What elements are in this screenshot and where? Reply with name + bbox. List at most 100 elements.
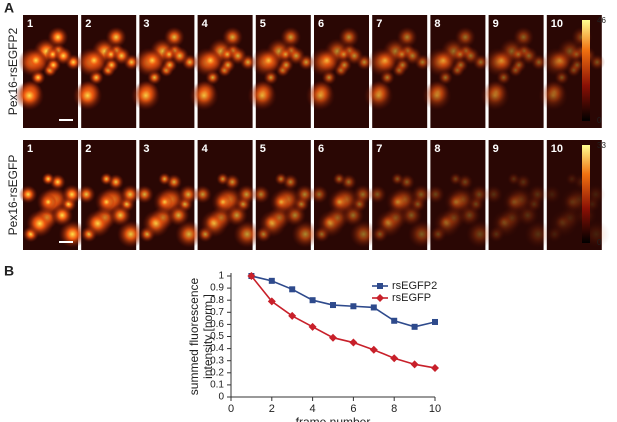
tile-signal — [330, 193, 348, 211]
tile-signal — [47, 26, 69, 48]
legend-marker — [376, 294, 384, 302]
tile-signal — [505, 193, 523, 211]
tile-signal — [178, 184, 199, 205]
tile-signal — [433, 209, 461, 238]
tile-signal — [507, 172, 521, 186]
tile-signal — [585, 184, 606, 205]
tile-signal — [225, 204, 248, 227]
legend-marker — [377, 283, 383, 289]
image-tile: 2 — [77, 140, 145, 250]
frame-number: 1 — [27, 143, 33, 155]
tile-signal — [257, 49, 280, 72]
image-tile: 6 — [309, 140, 378, 250]
image-tile: 4 — [189, 15, 257, 128]
image-tile: 9 — [480, 15, 548, 128]
image-tile: 5 — [251, 140, 320, 250]
data-point — [330, 302, 336, 309]
tile-signal — [389, 193, 406, 211]
tile-signal — [315, 49, 338, 72]
data-point — [268, 277, 275, 284]
y-axis-label: intensity [norm.] — [201, 294, 215, 379]
panel-label: B — [4, 263, 14, 279]
tile-signal — [565, 172, 579, 186]
colorbar-tick: 33 — [597, 141, 606, 150]
tile-signal — [116, 220, 145, 248]
frame-number: 10 — [551, 143, 563, 155]
frame-number: 10 — [551, 18, 563, 30]
tile-signal — [109, 204, 132, 227]
frame-number: 7 — [376, 18, 382, 30]
y-tick-label: 0.6 — [210, 319, 224, 330]
tile-signal — [163, 26, 185, 48]
data-point — [410, 360, 419, 369]
image-tile: 8 — [426, 140, 494, 250]
tile-signal — [538, 80, 568, 111]
image-tile: 9 — [484, 140, 552, 250]
panel-label: A — [4, 0, 14, 16]
tile-signal — [222, 26, 243, 48]
tile-signal — [167, 204, 190, 227]
tile-signal — [39, 193, 57, 211]
tile-signal — [352, 184, 373, 205]
tile-signal — [112, 46, 131, 65]
tile-signal — [349, 220, 378, 248]
tile-signal — [516, 204, 539, 227]
tile-signal — [527, 184, 548, 205]
image-tile: 6 — [305, 15, 373, 128]
series-line — [251, 275, 436, 328]
y-tick-label: 0.5 — [210, 331, 224, 342]
image-tile: 7 — [368, 140, 436, 250]
tile-signal — [286, 46, 306, 65]
tile-signal — [490, 49, 513, 72]
tile-signal — [24, 49, 47, 72]
y-tick-label: 0 — [218, 392, 224, 403]
frame-number: 4 — [202, 143, 209, 155]
tile-signal — [363, 80, 394, 111]
tile-signal — [548, 49, 571, 72]
frame-number: 9 — [493, 18, 499, 30]
tile-signal — [411, 184, 432, 205]
data-point — [391, 317, 398, 324]
y-tick-label: 0.8 — [210, 295, 224, 306]
tile-signal — [84, 209, 112, 238]
tile-signal — [189, 80, 219, 111]
image-tile: 3 — [135, 140, 203, 250]
data-point — [369, 345, 378, 354]
y-axis-label: summed fluorescence — [187, 277, 201, 395]
tile-signal — [374, 49, 397, 72]
tile-signal — [105, 26, 127, 48]
image-tile: 4 — [193, 140, 261, 250]
y-tick-label: 0.7 — [210, 307, 224, 318]
tile-signal — [449, 172, 462, 186]
tile-signal — [156, 193, 173, 211]
tile-signal — [131, 80, 161, 111]
x-tick-label: 4 — [310, 403, 316, 415]
tile-signal — [158, 172, 171, 186]
tile-signal — [294, 184, 315, 205]
data-point — [431, 363, 439, 372]
tile-signal — [345, 46, 364, 65]
x-tick-label: 8 — [391, 403, 397, 415]
data-point — [309, 297, 316, 304]
tile-signal — [51, 204, 74, 227]
image-tile: 2 — [72, 15, 140, 128]
tile-signal — [233, 220, 261, 248]
tile-signal — [396, 26, 418, 48]
y-tick-label: 0.3 — [210, 355, 224, 366]
data-point — [411, 323, 418, 330]
tile-signal — [291, 220, 320, 248]
tile-signal — [258, 209, 287, 238]
image-tile: 3 — [131, 15, 198, 128]
tile-signal — [390, 172, 404, 186]
row-label: Pex16-rsEGFP — [6, 155, 20, 236]
tile-signal — [519, 46, 539, 65]
tile-signal — [54, 46, 73, 65]
data-point — [350, 303, 357, 310]
colorbar-tick: 46 — [597, 16, 606, 25]
tile-signal — [199, 49, 222, 72]
tile-signal — [41, 172, 55, 186]
image-tile: 5 — [247, 15, 315, 128]
tile-signal — [14, 80, 45, 111]
tile-signal — [228, 46, 248, 65]
